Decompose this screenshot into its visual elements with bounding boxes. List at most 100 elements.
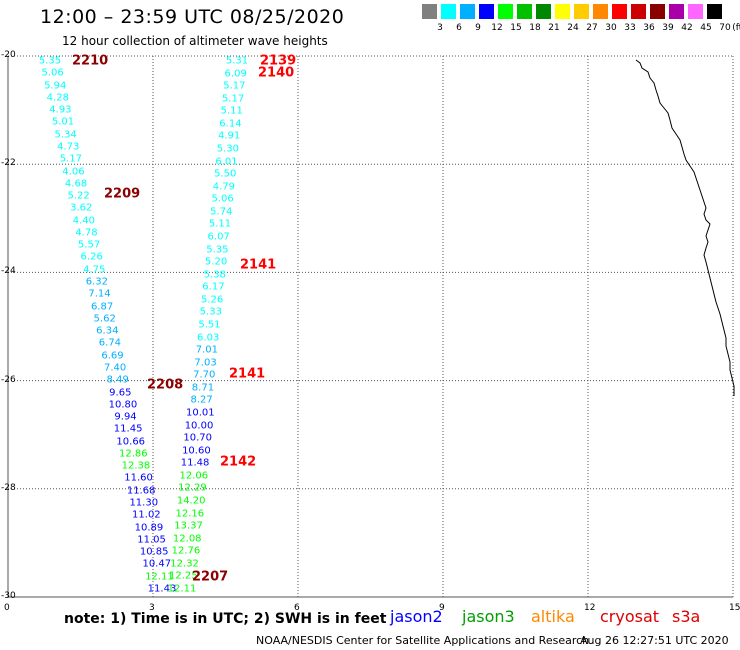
legend-label: 33 (624, 23, 636, 33)
credit-text: NOAA/NESDIS Center for Satellite Applica… (256, 634, 590, 647)
wave-height-value: 10.80 (108, 399, 138, 411)
wave-height-value: 10.47 (142, 558, 172, 570)
x-tick-label: 12 (584, 603, 596, 613)
legend-swatch (574, 4, 589, 19)
wave-height-value: 8.27 (190, 394, 213, 406)
map-grid (7, 55, 734, 598)
wave-height-value: 7.14 (88, 288, 111, 300)
legend-label: 70 (719, 23, 731, 33)
wave-height-value: 7.40 (103, 362, 127, 374)
pass-label: 2141 (240, 257, 277, 273)
y-tick-label: -20 (1, 50, 16, 60)
wave-height-value: 9.65 (109, 387, 132, 399)
wave-height-value: 3.62 (70, 202, 93, 214)
wave-height-value: 5.31 (225, 55, 249, 67)
wave-height-value: 6.17 (202, 281, 225, 293)
wave-height-value: 12.25 (168, 570, 198, 582)
coastline (635, 59, 735, 396)
wave-height-value: 11.60 (124, 472, 153, 484)
wave-height-value: 6.14 (219, 118, 242, 130)
wave-height-value: 10.89 (134, 522, 164, 534)
legend-label: 42 (681, 23, 693, 33)
wave-height-value: 11.45 (113, 423, 143, 435)
y-tick-label: -24 (1, 266, 16, 277)
wave-height-value: 5.26 (200, 294, 224, 306)
legend-label: 30 (605, 23, 617, 33)
wave-height-value: 6.34 (96, 325, 119, 337)
wave-height-value: 6.03 (197, 332, 220, 344)
legend-swatch (631, 4, 646, 19)
y-tick-label: -22 (1, 158, 16, 169)
wave-height-value: 11.43 (147, 583, 177, 595)
legend-swatch (536, 4, 551, 19)
wave-height-value: 5.11 (220, 105, 243, 117)
x-tick-label: 9 (439, 603, 445, 613)
pass-label: 2142 (220, 454, 257, 470)
wave-height-value: 6.01 (215, 156, 238, 168)
wave-height-value: 4.93 (49, 104, 72, 116)
legend-label: 3 (437, 23, 443, 33)
wave-height-value: 5.17 (223, 80, 246, 92)
generated-timestamp: Aug 26 12:27:51 UTC 2020 (580, 634, 729, 647)
wave-height-value: 4.40 (72, 215, 95, 227)
mission-label: jason3 (462, 607, 515, 626)
legend-label: 36 (643, 23, 655, 33)
legend-swatch (688, 4, 703, 19)
pass-label: 2209 (104, 186, 141, 202)
wave-height-value: 4.73 (57, 141, 80, 153)
wave-height-value: 10.00 (184, 420, 214, 432)
wave-height-value: 8.49 (106, 374, 129, 386)
wave-height-value: 5.22 (67, 190, 90, 202)
legend-label: 24 (567, 23, 579, 33)
legend-swatch (555, 4, 570, 19)
wave-height-value: 5.06 (41, 67, 64, 79)
legend-swatch (707, 4, 722, 19)
wave-height-value: 10.70 (183, 432, 213, 444)
wave-height-value: 11.68 (126, 485, 156, 497)
legend-label: 27 (586, 23, 598, 33)
wave-height-value: 11.30 (129, 497, 159, 509)
wave-height-value: 4.79 (212, 181, 236, 193)
wave-height-value: 5.35 (206, 244, 229, 256)
y-tick-label: -26 (1, 374, 16, 385)
x-tick-label: 6 (294, 603, 300, 613)
x-tick-label: 0 (4, 603, 10, 613)
wave-height-value: 5.06 (211, 193, 234, 205)
pass-label: 2210 (72, 53, 109, 69)
mission-label: cryosat (600, 607, 660, 626)
wave-height-value: 6.87 (90, 301, 114, 313)
pass-label: 2140 (258, 65, 295, 81)
wave-height-value: 11.02 (132, 509, 161, 521)
wave-height-value: 5.94 (44, 80, 67, 92)
legend-swatch (669, 4, 684, 19)
y-tick-label: -30 (1, 591, 16, 601)
legend-label: 21 (548, 23, 560, 33)
wave-height-value: 7.03 (194, 357, 217, 369)
legend-label: 9 (475, 23, 481, 33)
x-tick-label: 3 (149, 603, 155, 613)
wave-height-value: 5.17 (59, 153, 82, 165)
wave-height-value: 5.34 (54, 129, 77, 141)
map-title: 12:00 – 23:59 UTC 08/25/2020 (40, 6, 345, 28)
wave-height-value: 6.07 (207, 231, 230, 243)
legend-swatch (422, 4, 437, 19)
wave-height-value: 5.62 (93, 313, 116, 325)
wave-height-value: 5.57 (77, 239, 101, 251)
wave-height-value: 5.50 (214, 168, 237, 180)
wave-height-value: 14.20 (176, 495, 206, 507)
legend-label: 12 (491, 23, 503, 33)
wave-height-value: 7.01 (195, 344, 219, 356)
wave-height-value: 5.20 (204, 256, 228, 268)
wave-height-value: 10.01 (186, 407, 215, 419)
wave-height-value: 10.85 (139, 546, 169, 558)
wave-height-value: 5.33 (199, 306, 222, 318)
wave-height-value: 4.06 (62, 166, 85, 177)
wave-height-value: 12.16 (175, 508, 205, 520)
wave-height-value: 10.60 (182, 445, 211, 457)
wave-height-value: 5.35 (38, 55, 62, 67)
footer-note: note: 1) Time is in UTC; 2) SWH is in fe… (64, 611, 387, 627)
wave-height-value: 5.38 (203, 269, 226, 281)
legend-label: 39 (662, 23, 674, 33)
wave-height-value: 5.11 (208, 218, 232, 230)
